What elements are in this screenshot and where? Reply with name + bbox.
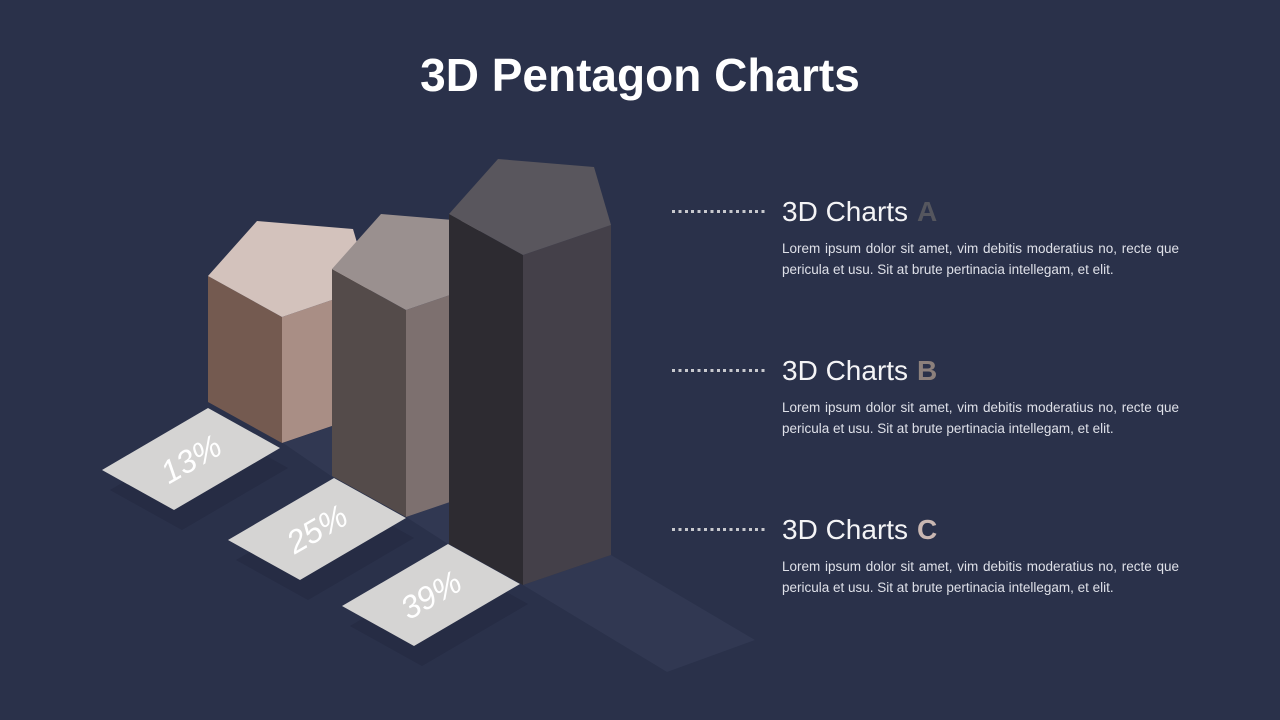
section-c-title-text: 3D Charts	[782, 514, 909, 545]
pentagon-prism-3	[449, 159, 611, 585]
section-c-body: Lorem ipsum dolor sit amet, vim debitis …	[782, 559, 1179, 595]
section-a-body: Lorem ipsum dolor sit amet, vim debitis …	[782, 241, 1179, 277]
page-title: 3D Pentagon Charts	[420, 49, 860, 101]
section-b-letter: B	[917, 355, 938, 386]
section-c: 3D Charts C Lorem ipsum dolor sit amet, v…	[672, 514, 1192, 598]
section-b-body: Lorem ipsum dolor sit amet, vim debitis …	[782, 400, 1179, 436]
section-a-title: 3D Charts A	[782, 196, 1192, 228]
value-tile-1	[102, 408, 280, 510]
prism-1-top-face	[208, 221, 370, 317]
prism-3-right-face	[523, 225, 611, 585]
floor-highlight-3	[523, 555, 755, 672]
prism-2-left-face	[332, 269, 406, 517]
dotted-line-icon	[672, 528, 765, 531]
dotted-line-icon	[672, 369, 765, 372]
dotted-line-icon	[672, 210, 765, 213]
prism-3-left-face	[449, 214, 523, 585]
section-c-title: 3D Charts C	[782, 514, 1192, 546]
section-c-letter: C	[917, 514, 938, 545]
section-a-title-text: 3D Charts	[782, 196, 909, 227]
value-tile-3	[342, 544, 520, 646]
prism-1-left-face	[208, 276, 282, 443]
section-a-letter: A	[917, 196, 938, 227]
prism-3-top-face	[449, 159, 611, 255]
section-b: 3D Charts B Lorem ipsum dolor sit amet, v…	[672, 355, 1192, 439]
section-a: 3D Charts A Lorem ipsum dolor sit amet, v…	[672, 196, 1192, 280]
section-b-title: 3D Charts B	[782, 355, 1192, 387]
section-b-title-text: 3D Charts	[782, 355, 909, 386]
value-tile-2	[228, 478, 406, 580]
